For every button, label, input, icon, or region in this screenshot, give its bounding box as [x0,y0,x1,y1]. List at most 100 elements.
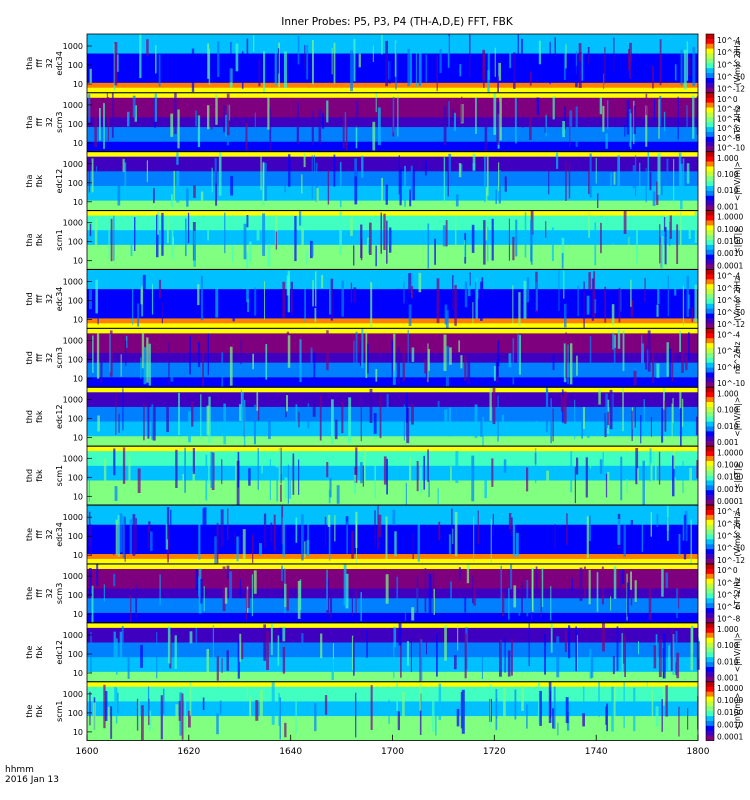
spectrogram-streak [175,704,179,719]
colorbar-tick-label: 10^-8 [717,615,741,624]
panel-label: scm1 [55,465,64,486]
spectrogram-streak [581,53,584,81]
spectrogram-streak [222,566,226,612]
spectrogram-streak [260,156,262,191]
spectrogram-streak [582,713,585,727]
spectrogram-streak [398,623,402,646]
spectrogram-streak [116,638,118,675]
spectrogram-streak [320,633,323,658]
spectrogram-streak [623,524,626,557]
panel-label: 32 [45,58,54,68]
colorbar-swatch [706,362,714,368]
colorbar-swatch [706,176,714,182]
spectrogram-streak [495,189,497,204]
spectrogram-streak [623,629,625,664]
spectrogram-streak [106,93,108,124]
spectrogram-streak [150,531,153,552]
spectrogram-streak [313,155,315,184]
spectrogram-streak [663,217,666,232]
spectrogram-band [87,637,698,643]
spectrogram-streak [511,639,513,676]
spectrogram-streak [393,642,395,678]
spectrogram-streak [312,399,316,417]
colorbar-tick-label: 10^-10 [717,544,745,553]
colorbar-swatch [706,97,714,103]
spectrogram-streak [355,447,358,475]
spectrogram-streak [127,657,130,679]
spectrogram-band [87,441,698,447]
spectrogram-streak [656,514,659,527]
spectrogram-streak [662,648,664,679]
colorbar-swatch [706,338,714,344]
spectrogram-streak [487,70,490,93]
spectrogram-streak [197,115,201,148]
spectrogram-streak [671,403,673,444]
spectrogram-band [87,333,698,339]
spectrogram-streak [402,691,405,729]
spectrogram-streak [412,532,414,560]
spectrogram-streak [484,467,487,499]
spectrogram-band [87,500,698,506]
spectrogram-streak [91,585,94,623]
spectrogram-streak [346,521,348,554]
spectrogram-streak [92,335,94,373]
colorbar-swatch [706,249,714,255]
spectrogram-streak [570,343,573,385]
spectrogram-streak [301,174,303,194]
spectrogram-streak [240,642,244,660]
spectrogram-streak [629,55,631,79]
spectrogram-streak [439,49,442,73]
spectrogram-streak [108,223,110,260]
spectrogram-streak [436,278,440,324]
spectrogram-band [87,573,698,580]
spectrogram-band [87,48,698,54]
spectrogram-streak [355,101,359,128]
spectrogram-streak [691,307,693,323]
spectrogram-streak [142,274,146,317]
colorbar-swatch [706,416,714,422]
spectrogram-streak [508,353,512,368]
spectrogram-streak [135,585,138,619]
panel-label: scm3 [55,583,64,604]
spectrogram-streak [620,456,623,501]
panel-label: 32 [45,529,54,539]
spectrogram-streak [515,219,518,257]
spectrogram-streak [415,45,417,88]
y-tick-label: 100 [68,473,83,482]
spectrogram-streak [418,62,421,86]
spectrogram-streak [575,106,578,147]
spectrogram-streak [281,565,283,581]
spectrogram-band [87,578,698,585]
spectrogram-streak [336,485,340,504]
colorbar-label: (V/m)^2/Hz [733,41,742,85]
spectrogram-streak [353,39,356,82]
colorbar-swatch [706,77,714,84]
colorbar-swatch [706,43,714,49]
spectrogram-streak [464,355,467,381]
spectrogram-streak [593,271,596,317]
spectrogram-streak [589,153,592,198]
colorbar-tick-label: 1.0000 [717,213,743,222]
spectrogram-band [87,730,698,737]
colorbar-swatch [706,53,714,59]
spectrogram-streak [503,459,507,473]
spectrogram-streak [264,281,265,320]
spectrogram-streak [521,582,523,614]
colorbar-swatch [706,554,714,560]
spectrogram-band [87,716,698,722]
spectrogram-streak [130,595,132,622]
spectrogram-streak [531,568,534,612]
spectrogram-streak [586,516,589,558]
colorbar-swatch [706,127,714,133]
spectrogram-streak [392,510,396,526]
spectrogram-streak [667,275,669,317]
spectrogram-band [87,68,698,74]
spectrogram-streak [114,486,118,501]
spectrogram-streak [512,236,515,261]
panel-label: 32 [45,353,54,363]
spectrogram-streak [158,279,162,299]
spectrogram-streak [215,288,219,318]
spectrogram-streak [92,702,96,737]
spectrogram-streak [353,340,355,373]
spectrogram-streak [166,396,169,433]
